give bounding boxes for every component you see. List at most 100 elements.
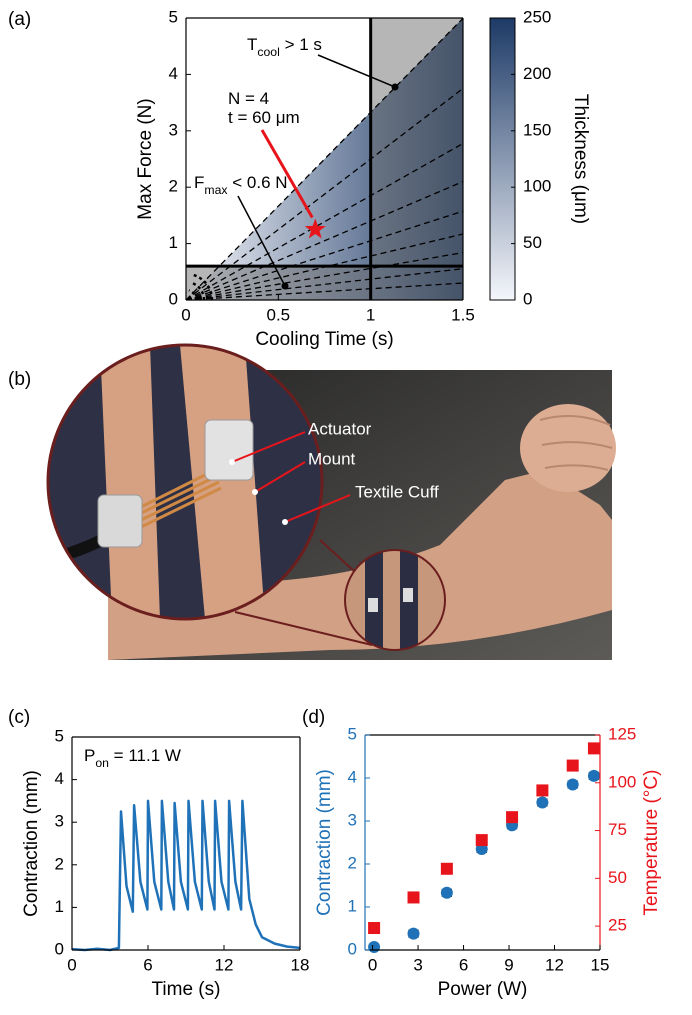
y-tick-label: 4 — [348, 767, 357, 786]
annotation-part: F — [194, 173, 204, 192]
y-axis-label: Max Force (N) — [135, 98, 156, 219]
plot-area — [186, 18, 463, 300]
annotation-part: N = 4 — [228, 89, 269, 108]
annotation: t = 60 μm — [228, 108, 300, 127]
annotation-part: > 1 s — [280, 35, 322, 54]
callout-dot — [282, 519, 288, 525]
colorbar-tick-label: 0 — [523, 289, 532, 308]
panel-label: (a) — [8, 9, 31, 30]
y2-tick-label: 125 — [608, 724, 636, 743]
data-point — [567, 778, 579, 790]
y-tick-label: 3 — [55, 812, 64, 831]
x-tick-label: 6 — [143, 955, 152, 974]
y-tick-label: 4 — [55, 769, 64, 788]
mount — [98, 495, 142, 547]
callout: Mount — [308, 449, 356, 468]
mount — [205, 420, 253, 480]
annotation-part: T — [247, 35, 257, 54]
data-point — [441, 887, 453, 899]
y2-tick-label: 25 — [608, 916, 627, 935]
y-tick-label: 5 — [55, 726, 64, 745]
colorbar-tick-label: 150 — [523, 120, 551, 139]
x-tick-label: 0 — [67, 955, 76, 974]
x-tick-label: 3 — [413, 955, 422, 974]
data-point — [567, 760, 579, 772]
x-axis-label: Cooling Time (s) — [255, 329, 393, 350]
y-tick-label: 5 — [348, 724, 357, 743]
y-tick-label: 0 — [55, 939, 64, 958]
annotation-part: on — [95, 756, 109, 770]
leader-dot — [392, 84, 399, 91]
colorbar-tick-label: 100 — [523, 177, 551, 196]
data-point — [476, 834, 488, 846]
data-point — [536, 784, 548, 796]
y2-axis-label: Temperature (°C) — [641, 770, 662, 916]
x-tick-label: 9 — [504, 955, 513, 974]
y-tick-label: 3 — [169, 120, 178, 139]
x-tick-label: 0 — [368, 955, 377, 974]
x-tick-label: 12 — [215, 955, 234, 974]
y-tick-label: 3 — [348, 810, 357, 829]
annotation-part: t = 60 μm — [228, 108, 300, 127]
callout-dot — [229, 459, 235, 465]
y-tick-label: 5 — [169, 7, 178, 26]
actuator — [368, 598, 378, 612]
y-tick-label: 2 — [55, 854, 64, 873]
colorbar-tick-label: 200 — [523, 64, 551, 83]
y-tick-label: 0 — [169, 289, 178, 308]
infeasible-region — [371, 18, 463, 300]
data-point — [441, 863, 453, 875]
panel-label: (c) — [8, 707, 30, 728]
panel-label: (d) — [302, 707, 325, 728]
y-axis-label: Contraction (mm) — [21, 770, 42, 917]
x-tick-label: 18 — [291, 955, 310, 974]
photo: Actuator Mount Textile Cuff (b) — [8, 345, 616, 660]
colorbar-label: Thickness (μm) — [570, 94, 591, 224]
y-tick-label: 1 — [55, 897, 64, 916]
y-tick-label: 1 — [169, 233, 178, 252]
x-tick-label: 1.5 — [451, 305, 475, 324]
data-point — [506, 811, 518, 823]
x-tick-label: 1 — [366, 305, 375, 324]
y-tick-label: 4 — [169, 64, 178, 83]
x-tick-label: 6 — [459, 955, 468, 974]
data-line — [72, 801, 300, 950]
figure: Actuator Mount Textile Cuff (b) Tcool > … — [0, 0, 692, 1015]
panel-label: (b) — [8, 369, 31, 390]
x-axis-label: Time (s) — [152, 979, 221, 1000]
data-point — [588, 742, 600, 754]
actuator — [403, 588, 413, 602]
data-point — [368, 941, 380, 953]
callout: Actuator — [308, 419, 372, 438]
fist — [520, 404, 616, 492]
x-axis-label: Power (W) — [438, 979, 528, 1000]
callout: Textile Cuff — [355, 482, 439, 501]
data-point — [408, 891, 420, 903]
colorbar-tick-label: 250 — [523, 7, 551, 26]
annotation-part: P — [84, 746, 95, 765]
y2-tick-label: 50 — [608, 868, 627, 887]
x-tick-label: 0.5 — [267, 305, 291, 324]
y-tick-label: 2 — [348, 853, 357, 872]
y-tick-label: 0 — [348, 939, 357, 958]
leader-dot — [282, 283, 289, 290]
colorbar-tick-label: 50 — [523, 233, 542, 252]
x-tick-label: 0 — [181, 305, 190, 324]
y-axis-label: Contraction (mm) — [314, 769, 335, 916]
y-tick-label: 2 — [169, 177, 178, 196]
annotation: N = 4 — [228, 89, 269, 108]
y2-tick-label: 75 — [608, 820, 627, 839]
callout-dot — [252, 489, 258, 495]
data-point — [408, 928, 420, 940]
data-point — [536, 797, 548, 809]
annotation-part: < 0.6 N — [228, 173, 288, 192]
x-tick-label: 15 — [591, 955, 610, 974]
annotation: Pon = 11.1 W — [84, 746, 181, 770]
colorbar — [490, 18, 515, 300]
x-tick-label: 12 — [545, 955, 564, 974]
annotation-part: cool — [257, 45, 279, 59]
data-point — [368, 922, 380, 934]
annotation-part: max — [204, 183, 227, 197]
annotation-part: = 11.1 W — [109, 746, 181, 765]
y-tick-label: 1 — [348, 896, 357, 915]
